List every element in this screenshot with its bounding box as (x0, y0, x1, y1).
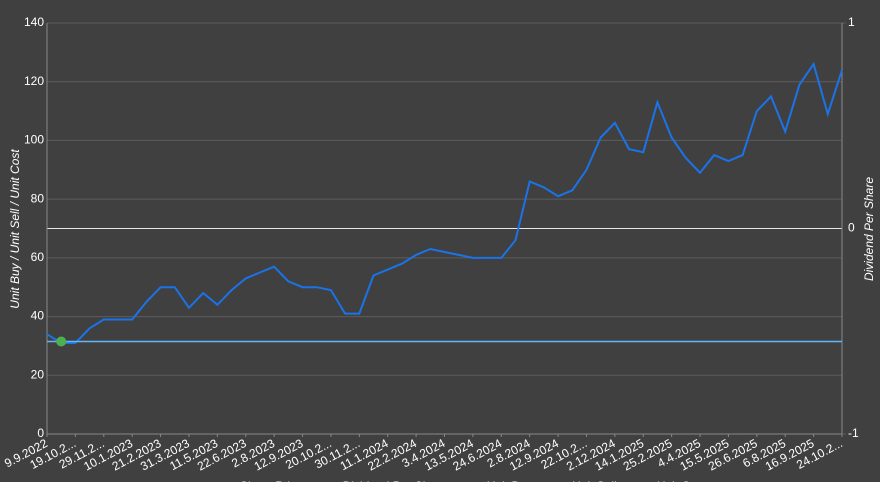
y2-axis-title: Dividend Per Share (862, 177, 876, 281)
y-tick-label: 0 (37, 426, 44, 440)
series-line (46, 61, 843, 344)
y2-tick-label: -1 (848, 426, 859, 440)
y-tick-label: 40 (31, 309, 45, 323)
y2-tick-label: 1 (848, 15, 855, 29)
legend-label: Unit Sell (572, 479, 617, 482)
y2-tick-label: 0 (848, 221, 855, 235)
y-tick-label: 140 (24, 15, 44, 29)
y-tick-label: 120 (24, 74, 44, 88)
data-point (56, 336, 67, 347)
y-tick-label: 20 (31, 367, 45, 381)
legend-label: Unit Cost (657, 479, 707, 482)
legend-label: Share Price (240, 479, 303, 482)
y-tick-label: 60 (31, 250, 45, 264)
legend-label: Unit Buy (487, 479, 532, 482)
legend-label: Dividend Per Share (343, 479, 447, 482)
y-tick-label: 100 (24, 133, 44, 147)
y-tick-label: 80 (31, 191, 45, 205)
y-axis-title: Unit Buy / Unit Sell / Unit Cost (8, 149, 22, 309)
